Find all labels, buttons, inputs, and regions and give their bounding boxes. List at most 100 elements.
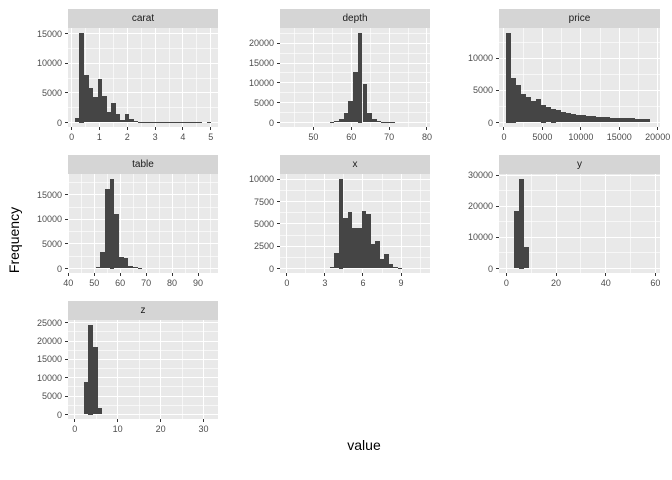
x-tick-mark	[541, 127, 543, 130]
histogram-bar	[353, 71, 358, 123]
gridline-major-v	[74, 320, 76, 419]
gridline-major-h	[68, 340, 218, 342]
x-tick-label: 80	[421, 132, 432, 142]
y-tick-mark	[65, 358, 68, 360]
y-tick-mark	[65, 62, 68, 64]
histogram-bar	[640, 118, 646, 123]
histogram-bar	[95, 267, 101, 269]
x-tick-mark	[324, 273, 326, 276]
histogram-bar	[109, 178, 115, 269]
y-tick-label: 5000	[472, 85, 493, 96]
histogram-bar	[348, 101, 354, 123]
gridline-minor-v	[369, 28, 371, 127]
histogram-bar	[625, 118, 631, 123]
facet-panel-x	[280, 174, 430, 273]
x-tick-label: 80	[167, 278, 178, 288]
x-tick-mark	[426, 127, 428, 130]
y-tick-label: 0	[487, 263, 493, 274]
gridline-major-v	[154, 28, 156, 127]
y-tick-mark	[496, 205, 499, 207]
facet-title-price: price	[568, 12, 591, 24]
histogram-bar	[580, 115, 586, 123]
histogram-bar	[506, 32, 512, 123]
y-tick-mark	[496, 268, 499, 269]
gridline-minor-h	[499, 41, 660, 43]
gridline-major-v	[210, 28, 212, 127]
y-tick-mark	[65, 33, 68, 35]
x-tick-mark	[71, 127, 73, 130]
histogram-bar	[88, 324, 93, 415]
gridline-major-v	[71, 28, 73, 127]
x-tick-label: 0	[503, 278, 509, 288]
gridline-major-h	[280, 201, 430, 203]
facet-strip-z: z	[68, 301, 218, 320]
gridline-minor-h	[68, 255, 218, 257]
gridline-major-v	[657, 28, 659, 127]
histogram-bar	[74, 118, 80, 123]
x-tick-mark	[182, 127, 184, 130]
gridline-major-v	[171, 174, 173, 273]
histogram-bar	[357, 32, 363, 123]
x-tick-mark	[126, 127, 128, 130]
facet-strip-price: price	[499, 9, 660, 28]
x-tick-mark	[210, 127, 212, 130]
histogram-bar	[343, 113, 349, 123]
gridline-minor-v	[293, 28, 295, 127]
y-tick-label: 5000	[41, 391, 62, 402]
y-tick-label: 10000	[248, 174, 274, 185]
y-tick-label: 10000	[36, 214, 62, 225]
facet-title-carat: carat	[131, 12, 155, 24]
x-axis-title: value	[347, 437, 381, 453]
gridline-minor-h	[68, 47, 218, 49]
gridline-major-h	[68, 243, 218, 245]
gridline-major-h	[280, 223, 430, 225]
y-tick-label: 30000	[467, 170, 493, 181]
histogram-bar	[555, 110, 561, 123]
y-tick-mark	[277, 201, 280, 203]
gridline-minor-v	[181, 320, 183, 419]
gridline-major-h	[499, 122, 660, 123]
y-tick-label: 25000	[36, 317, 62, 328]
gridline-minor-h	[68, 231, 218, 233]
histogram-bar	[143, 121, 148, 123]
y-tick-mark	[65, 194, 68, 196]
y-tick-mark	[65, 340, 68, 342]
histogram-bar	[375, 240, 380, 269]
facet-panel-depth	[280, 28, 430, 127]
histogram-bar	[381, 121, 386, 123]
gridline-minor-h	[68, 404, 218, 406]
histogram-bar	[620, 118, 626, 123]
gridline-major-h	[499, 236, 660, 238]
facet-title-depth: depth	[342, 12, 368, 24]
x-tick-mark	[197, 273, 199, 276]
x-tick-label: 60	[650, 278, 661, 288]
gridline-major-v	[197, 174, 199, 273]
gridline-major-h	[68, 322, 218, 324]
x-tick-mark	[400, 273, 402, 276]
histogram-bar	[115, 114, 121, 123]
gridline-major-h	[68, 194, 218, 196]
histogram-bar	[635, 118, 641, 123]
gridline-minor-v	[599, 28, 601, 127]
gridline-minor-v	[561, 28, 563, 127]
gridline-major-h	[68, 414, 218, 415]
gridline-minor-h	[280, 190, 430, 192]
histogram-bar	[118, 256, 124, 269]
gridline-minor-v	[407, 28, 409, 127]
y-tick-mark	[496, 122, 499, 123]
gridline-minor-h	[280, 32, 430, 34]
histogram-bar	[93, 97, 98, 123]
x-tick-mark	[362, 273, 364, 276]
facet-strip-depth: depth	[280, 9, 430, 28]
gridline-minor-v	[184, 174, 186, 273]
gridline-major-v	[182, 28, 184, 127]
facet-title-table: table	[132, 158, 154, 170]
y-tick-label: 0	[268, 117, 274, 128]
histogram-bar	[560, 111, 566, 123]
x-tick-label: 0	[284, 278, 290, 288]
gridline-major-h	[68, 395, 218, 397]
histogram-bar	[521, 93, 527, 123]
x-tick-mark	[350, 127, 352, 130]
gridline-minor-v	[158, 174, 160, 273]
